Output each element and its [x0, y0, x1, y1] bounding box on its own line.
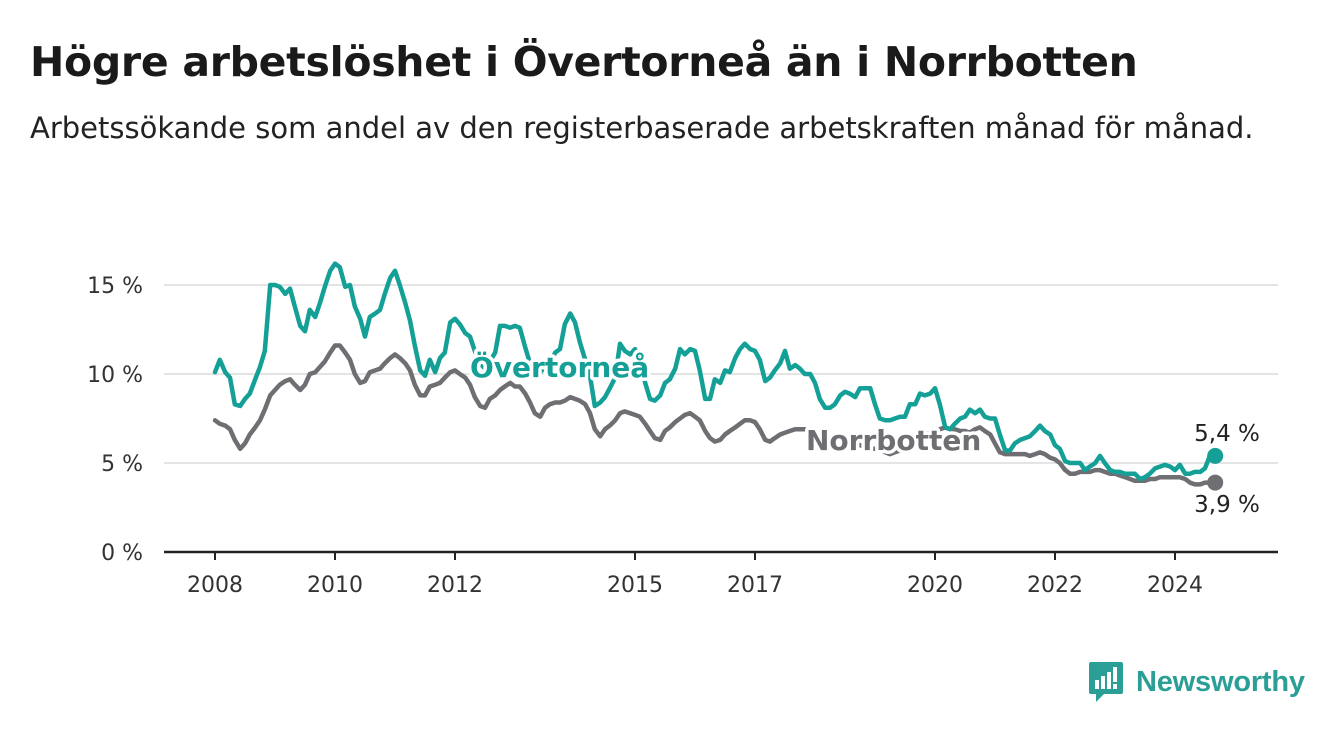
x-tick-label: 2012	[427, 573, 483, 598]
x-tick-label: 2017	[727, 573, 783, 598]
series-labels: Övertorneå Norrbotten	[467, 347, 985, 461]
norrbotten-series-label: Norrbotten	[806, 424, 981, 457]
x-tick-label: 2020	[907, 573, 963, 598]
chart-title: Högre arbetslöshet i Övertorneå än i Nor…	[30, 38, 1138, 86]
overtornea-end-label: 5,4 %	[1194, 421, 1260, 447]
end-markers: 5,4 % 3,9 %	[1194, 421, 1260, 518]
y-tick-label: 0 %	[101, 541, 143, 566]
brand-logo: Newsworthy	[1088, 660, 1305, 704]
overtornea-end-marker	[1207, 447, 1224, 464]
bar-chart-logo-icon	[1089, 662, 1123, 702]
chart-subtitle: Arbetssökande som andel av den registerb…	[30, 111, 1254, 145]
norrbotten-line	[212, 343, 1218, 487]
brand-name: Newsworthy	[1136, 665, 1305, 698]
y-tick-label: 10 %	[87, 363, 143, 388]
series-lines	[212, 261, 1218, 487]
y-tick-label: 5 %	[101, 452, 143, 477]
x-tick-label: 2008	[187, 573, 243, 598]
x-tick-label: 2024	[1147, 573, 1203, 598]
x-tick-label: 2015	[607, 573, 663, 598]
x-tick-marks	[214, 552, 1176, 560]
overtornea-line	[212, 261, 1218, 482]
x-tick-label: 2022	[1027, 573, 1083, 598]
norrbotten-end-marker	[1207, 474, 1224, 491]
overtornea-series-label: Övertorneå	[470, 350, 649, 384]
x-tick-labels: 2008 2010 2012 2015 2017 2020 2022 2024	[187, 573, 1203, 598]
y-tick-labels: 0 % 5 % 10 % 15 %	[87, 274, 143, 566]
x-tick-label: 2010	[307, 573, 363, 598]
norrbotten-end-label: 3,9 %	[1194, 492, 1260, 518]
y-tick-label: 15 %	[87, 274, 143, 299]
